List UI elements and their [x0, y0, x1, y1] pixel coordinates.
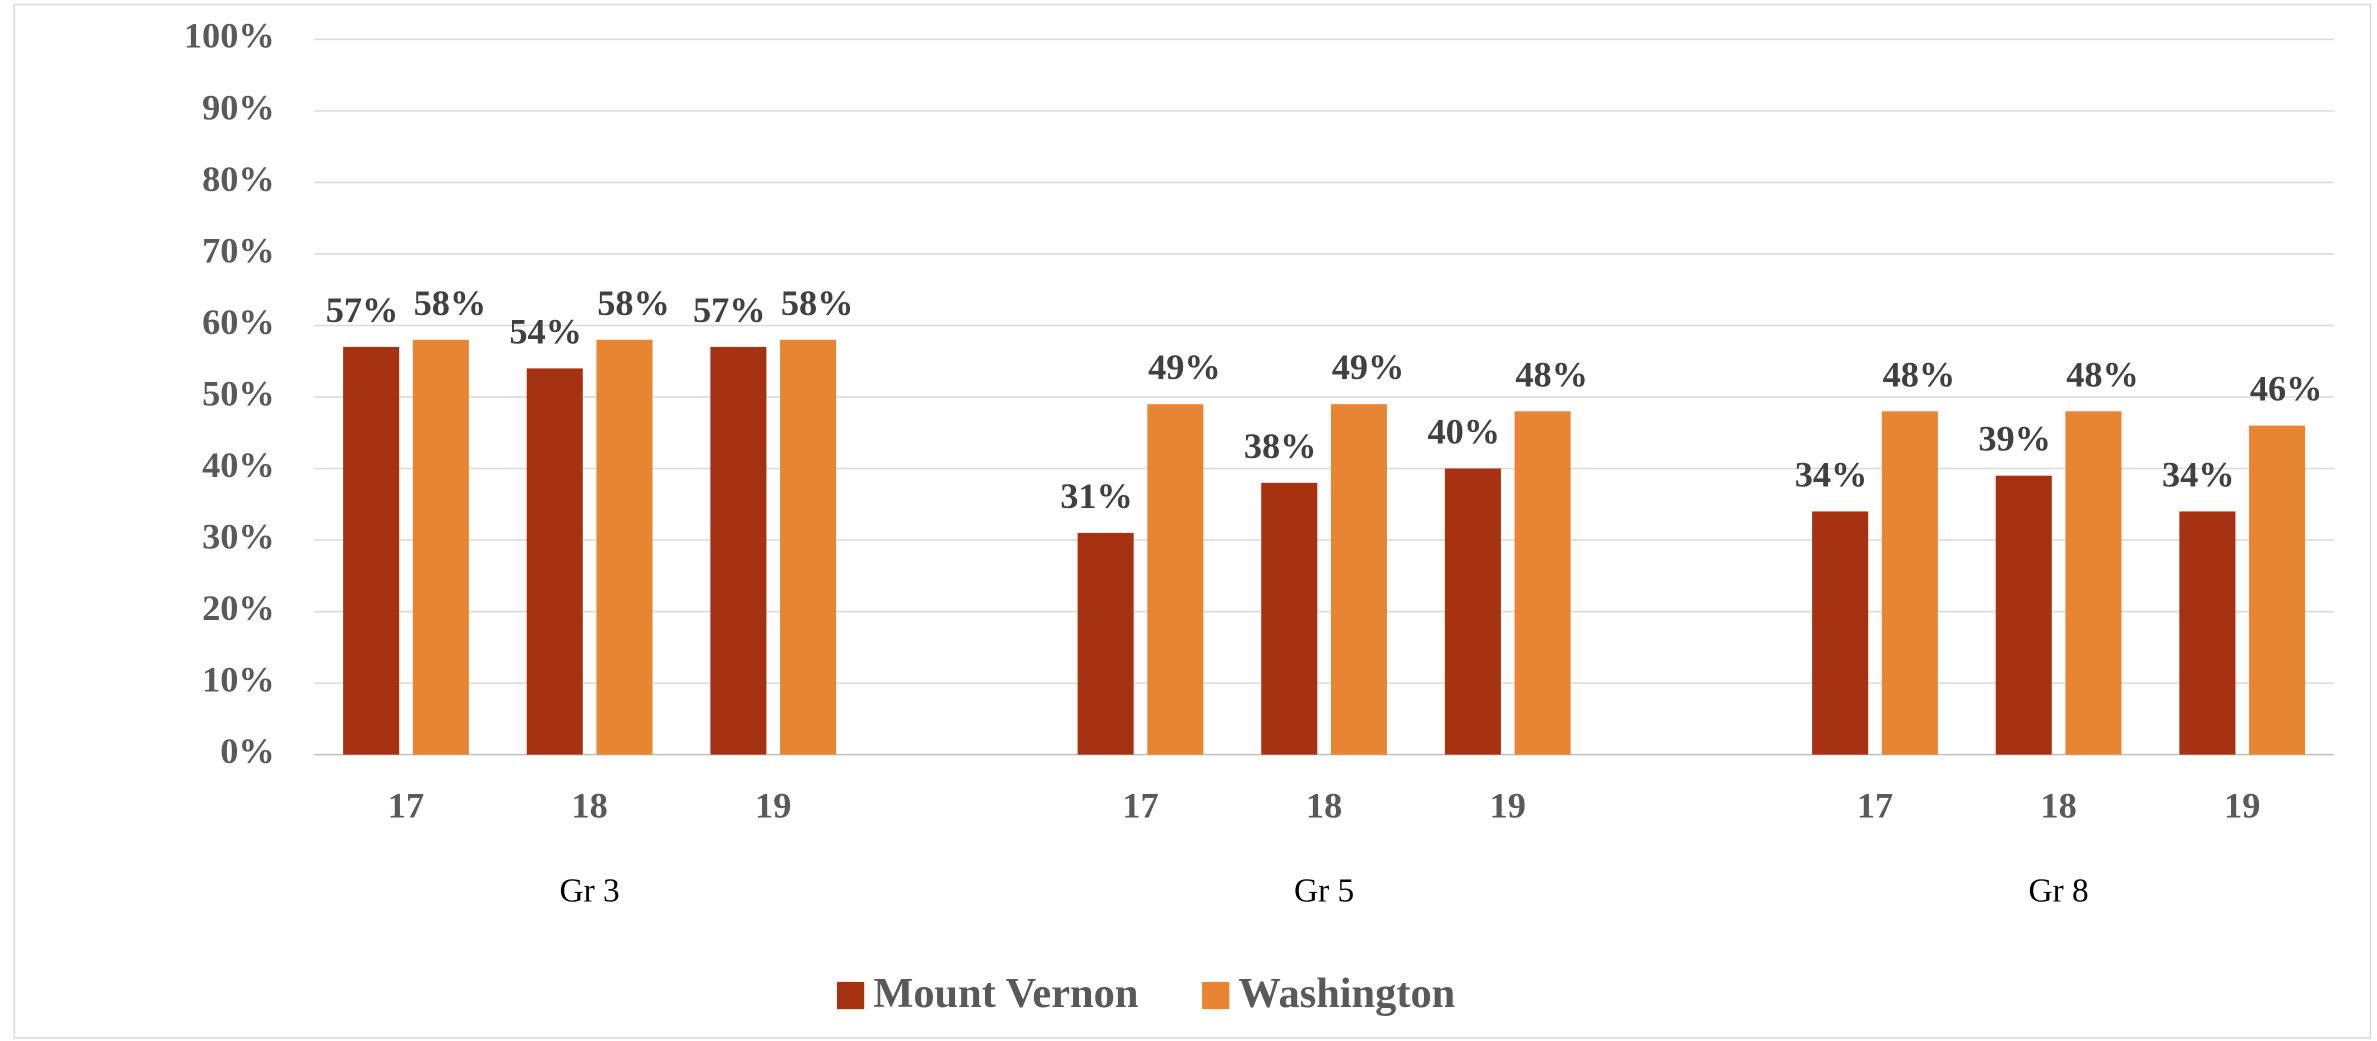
value-label: 58% [414, 283, 487, 323]
x-tick-label: 18 [2040, 786, 2076, 826]
x-tick-label: 17 [1857, 786, 1893, 826]
y-tick-label: 90% [202, 87, 275, 127]
value-label: 57% [693, 290, 766, 330]
group-label: Gr 8 [2029, 873, 2089, 910]
value-label: 48% [1515, 354, 1588, 394]
bar [2249, 425, 2306, 755]
y-tick-label: 80% [202, 159, 275, 199]
value-label: 54% [509, 311, 582, 351]
value-label: 34% [1795, 454, 1868, 494]
y-tick-label: 30% [202, 516, 275, 556]
x-tick-label: 17 [388, 786, 424, 826]
legend-label: Washington [1238, 970, 1455, 1017]
bar [412, 339, 469, 755]
group-label: Gr 5 [1294, 873, 1354, 910]
x-tick-label: 19 [1490, 786, 1526, 826]
y-tick-label: 100% [184, 16, 275, 56]
x-tick-label: 18 [571, 786, 607, 826]
y-tick-label: 70% [202, 230, 275, 270]
value-label: 58% [597, 283, 670, 323]
y-tick-label: 40% [202, 445, 275, 485]
y-tick-label: 0% [220, 731, 275, 771]
bar [710, 346, 767, 755]
bar [343, 346, 400, 755]
bar [1147, 404, 1204, 755]
bar [1881, 411, 1938, 755]
bar [1444, 468, 1501, 755]
value-label: 46% [2250, 369, 2323, 409]
bar [1514, 411, 1571, 755]
legend-label: Mount Vernon [873, 970, 1138, 1017]
value-label: 57% [326, 290, 399, 330]
value-label: 48% [1883, 354, 1956, 394]
value-label: 40% [1427, 412, 1500, 452]
value-label: 38% [1244, 426, 1317, 466]
bar [1261, 482, 1318, 755]
value-label: 49% [1148, 347, 1221, 387]
value-label: 48% [2066, 354, 2139, 394]
value-label: 49% [1332, 347, 1405, 387]
bar [596, 339, 653, 755]
bar [1812, 511, 1869, 755]
group-label: Gr 3 [560, 873, 620, 910]
x-tick-label: 19 [2224, 786, 2260, 826]
bar [1330, 404, 1388, 755]
bar [1077, 532, 1134, 755]
bar [1995, 475, 2052, 755]
y-tick-label: 50% [202, 373, 275, 413]
bar [526, 368, 583, 755]
y-tick-label: 60% [202, 302, 275, 342]
value-label: 34% [2162, 454, 2235, 494]
value-label: 31% [1060, 476, 1133, 516]
y-tick-label: 10% [202, 659, 275, 699]
value-label: 39% [1978, 419, 2051, 459]
bar [2179, 511, 2236, 755]
legend-swatch [1202, 981, 1230, 1010]
value-label: 58% [781, 283, 854, 323]
y-tick-label: 20% [202, 588, 275, 628]
chart-frame [13, 3, 2372, 1039]
x-tick-label: 18 [1306, 786, 1342, 826]
bar [2065, 411, 2122, 755]
x-tick-label: 19 [755, 786, 791, 826]
x-tick-label: 17 [1122, 786, 1158, 826]
legend-swatch [836, 981, 865, 1010]
bar [780, 339, 837, 755]
